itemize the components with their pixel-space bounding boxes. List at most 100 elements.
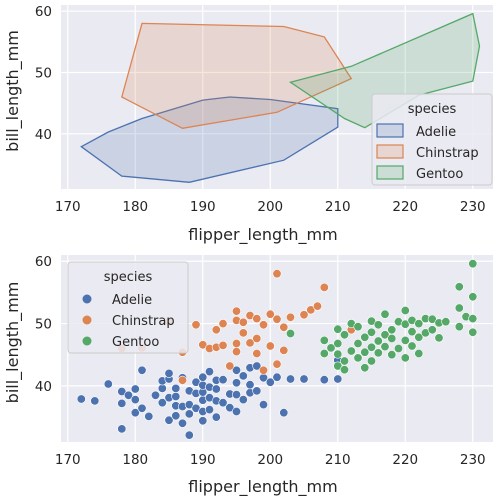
point-chinstrap xyxy=(252,314,262,324)
point-chinstrap xyxy=(232,306,242,316)
point-gentoo xyxy=(360,347,370,357)
point-gentoo xyxy=(333,338,343,348)
point-gentoo xyxy=(468,314,478,324)
point-adelie xyxy=(252,386,262,396)
point-chinstrap xyxy=(218,319,228,329)
point-adelie xyxy=(252,361,262,371)
point-chinstrap xyxy=(218,340,228,350)
point-adelie xyxy=(319,375,329,385)
hull-adelie xyxy=(80,96,339,183)
x-tick-label: 170 xyxy=(55,199,81,215)
point-gentoo xyxy=(414,348,424,358)
point-adelie xyxy=(90,396,100,406)
x-tick-label: 230 xyxy=(460,452,486,468)
x-tick-label: 210 xyxy=(325,452,351,468)
point-adelie xyxy=(184,409,194,419)
point-gentoo xyxy=(380,342,390,352)
point-chinstrap xyxy=(312,301,322,311)
point-chinstrap xyxy=(272,269,282,279)
point-adelie xyxy=(232,406,242,416)
legend-label-gentoo: Gentoo xyxy=(112,335,159,350)
point-adelie xyxy=(272,372,282,382)
point-adelie xyxy=(265,377,275,387)
point-gentoo xyxy=(285,328,295,338)
point-gentoo xyxy=(333,349,343,359)
point-chinstrap xyxy=(238,317,248,327)
x-tick-label: 190 xyxy=(190,199,216,215)
point-gentoo xyxy=(468,292,478,302)
point-adelie xyxy=(232,378,242,388)
point-chinstrap xyxy=(272,359,282,369)
point-adelie xyxy=(124,390,134,400)
point-gentoo xyxy=(387,333,397,343)
point-chinstrap xyxy=(319,282,329,292)
point-chinstrap xyxy=(285,312,295,322)
point-adelie xyxy=(130,395,140,405)
x-tick-label: 220 xyxy=(392,199,418,215)
point-chinstrap xyxy=(252,348,262,358)
point-adelie xyxy=(171,411,181,421)
point-adelie xyxy=(137,403,147,413)
point-gentoo xyxy=(339,330,349,340)
point-gentoo xyxy=(414,332,424,342)
point-gentoo xyxy=(454,322,464,332)
point-adelie xyxy=(333,374,343,384)
legend-marker-adelie xyxy=(82,294,92,304)
point-chinstrap xyxy=(265,309,275,319)
point-chinstrap xyxy=(306,305,316,315)
point-chinstrap xyxy=(225,361,235,371)
point-gentoo xyxy=(373,348,383,358)
point-chinstrap xyxy=(258,320,268,330)
point-gentoo xyxy=(454,282,464,292)
y-axis-label: bill_length_mm xyxy=(3,282,23,404)
point-gentoo xyxy=(353,322,363,332)
point-gentoo xyxy=(333,324,343,334)
point-adelie xyxy=(211,384,221,394)
point-chinstrap xyxy=(211,325,221,335)
point-adelie xyxy=(299,374,309,384)
point-gentoo xyxy=(441,317,451,327)
legend-swatch-adelie xyxy=(376,123,404,138)
point-gentoo xyxy=(427,325,437,335)
point-chinstrap xyxy=(245,338,255,348)
point-adelie xyxy=(117,398,127,408)
legend-swatch-gentoo xyxy=(376,165,404,180)
point-gentoo xyxy=(393,343,403,353)
y-tick-label: 60 xyxy=(35,4,52,20)
legend-title: species xyxy=(104,270,153,285)
point-chinstrap xyxy=(258,365,268,375)
legend-box xyxy=(67,261,189,354)
point-adelie xyxy=(205,405,215,415)
point-gentoo xyxy=(454,303,464,313)
point-chinstrap xyxy=(265,341,275,351)
point-gentoo xyxy=(339,365,349,375)
legend-label-chinstrap: Chinstrap xyxy=(112,314,175,329)
x-tick-label: 180 xyxy=(122,199,148,215)
point-adelie xyxy=(218,398,228,408)
point-adelie xyxy=(137,365,147,375)
legend-box xyxy=(371,93,493,186)
y-tick-label: 60 xyxy=(35,254,52,270)
y-tick-label: 50 xyxy=(35,65,52,81)
point-gentoo xyxy=(366,342,376,352)
x-axis-label: flipper_length_mm xyxy=(188,225,337,245)
legend-label-chinstrap: Chinstrap xyxy=(416,146,479,161)
point-adelie xyxy=(232,365,242,375)
legend-label-gentoo: Gentoo xyxy=(416,167,463,182)
legend-swatch-chinstrap xyxy=(376,144,404,159)
point-adelie xyxy=(218,375,228,385)
hull-gentoo xyxy=(288,12,481,129)
x-tick-label: 230 xyxy=(460,199,486,215)
y-tick-label: 40 xyxy=(35,127,52,143)
point-adelie xyxy=(279,408,289,418)
y-axis-label: bill_length_mm xyxy=(3,30,23,152)
point-chinstrap xyxy=(238,328,248,338)
point-adelie xyxy=(171,383,181,393)
legend-title: species xyxy=(408,102,457,117)
point-chinstrap xyxy=(232,338,242,348)
legend: species Adelie Chinstrap Gentoo xyxy=(371,93,493,186)
legend-marker-gentoo xyxy=(82,336,92,346)
point-chinstrap xyxy=(178,375,188,385)
point-gentoo xyxy=(387,350,397,360)
